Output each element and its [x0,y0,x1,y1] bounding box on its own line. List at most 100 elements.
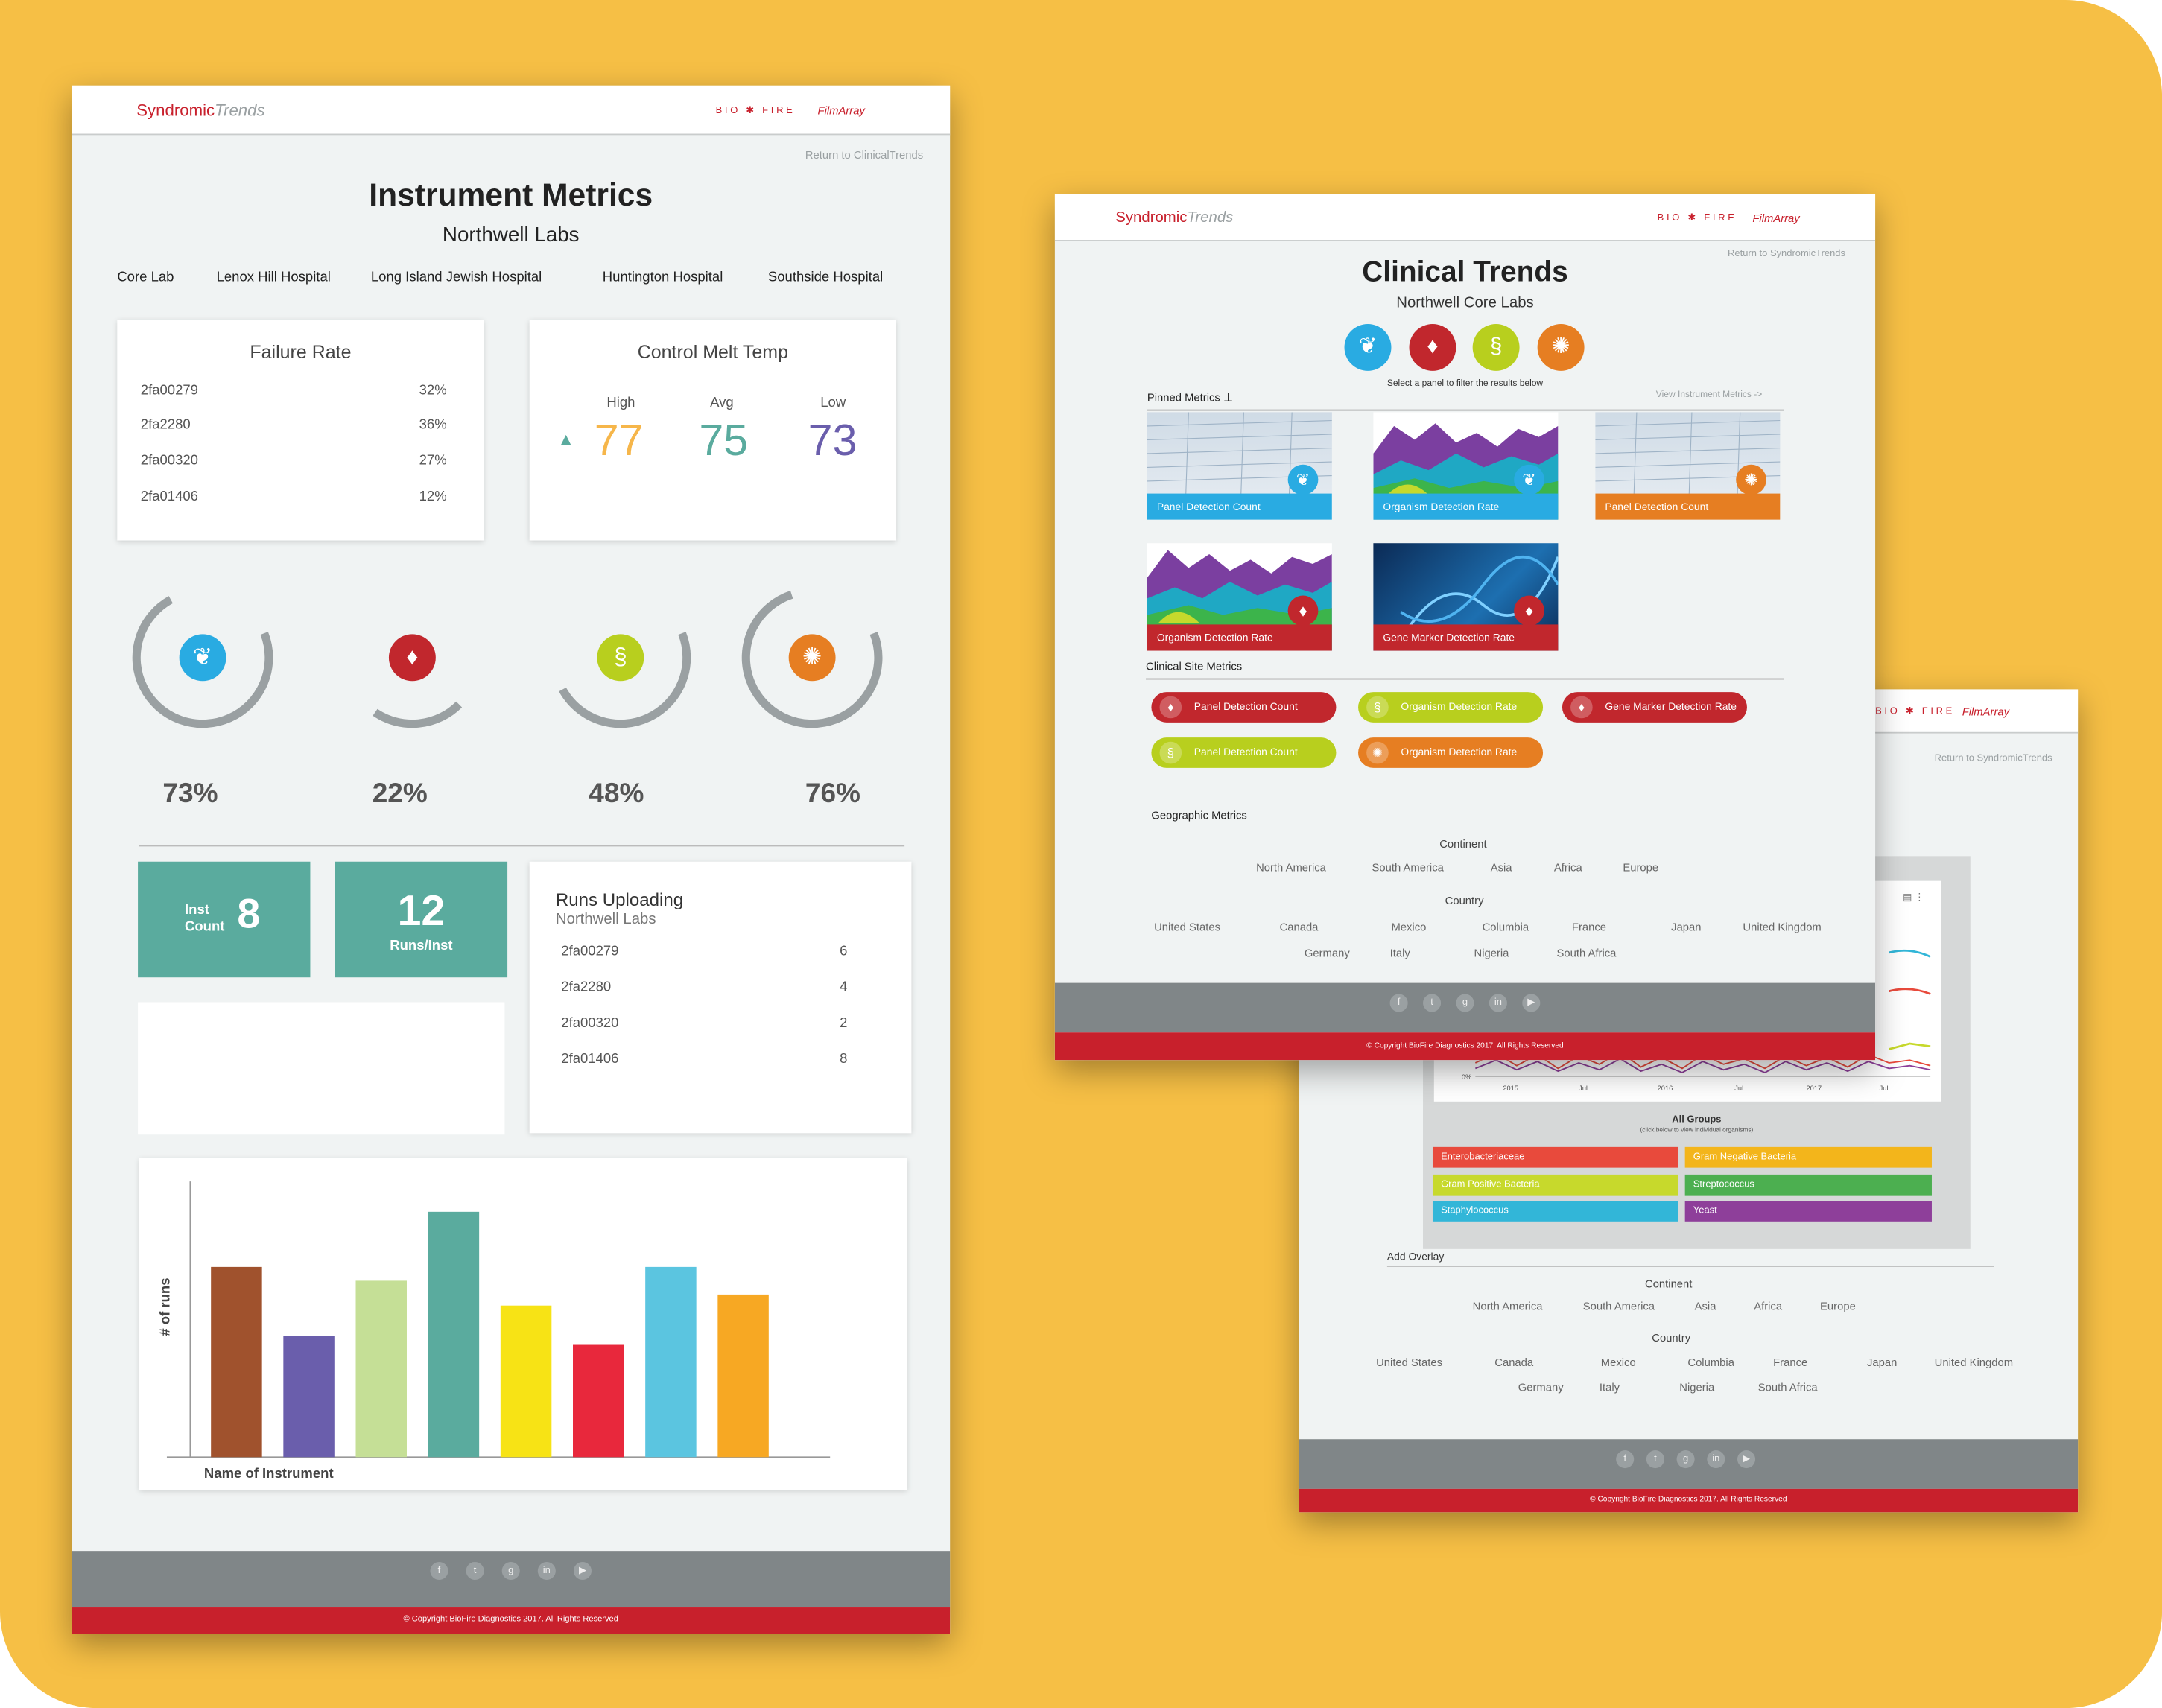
country-united-kingdom[interactable]: United Kingdom [1743,921,1822,933]
site-pill-organism-detection[interactable]: ✺ Organism Detection Rate [1358,737,1544,768]
country-mexico[interactable]: Mexico [1600,1356,1636,1369]
country-mexico[interactable]: Mexico [1391,921,1427,933]
return-link[interactable]: Return to ClinicalTrends [805,148,924,162]
twitter-icon[interactable]: t [1423,994,1442,1012]
facebook-icon[interactable]: f [1389,994,1408,1012]
continent-north-america[interactable]: North America [1472,1300,1543,1312]
facebook-icon[interactable]: f [430,1561,448,1581]
country-united-states[interactable]: United States [1376,1356,1442,1369]
group-enterobacteriaceae[interactable]: Enterobacteriaceae [1432,1146,1678,1168]
page-subtitle: Northwell Core Labs [1396,295,1534,312]
brain-icon[interactable]: ✺ [1537,323,1585,371]
tile-label: Organism Detection Rate [1373,493,1559,520]
axis-label-2016: 2016 [1658,1085,1673,1092]
country-label: Country [1652,1331,1691,1345]
bar[interactable] [573,1344,624,1458]
pinned-tile[interactable]: ✺ Panel Detection Count [1595,412,1781,520]
stomach-icon[interactable]: § [1472,323,1520,371]
country-italy[interactable]: Italy [1599,1381,1620,1394]
country-japan[interactable]: Japan [1671,921,1702,933]
pinned-tile[interactable]: ❦ Organism Detection Rate [1373,412,1559,520]
country-canada[interactable]: Canada [1494,1356,1534,1369]
country-united-states[interactable]: United States [1154,921,1221,933]
continent-south-america[interactable]: South America [1372,861,1444,874]
clinical-trends-window: SyndromicTrends BIO ✱ FIRE FilmArray Ret… [1054,194,1876,1061]
blood-drop-icon[interactable]: ♦ [1409,323,1456,371]
continent-asia[interactable]: Asia [1694,1300,1716,1312]
continent-europe[interactable]: Europe [1623,861,1659,874]
country-nigeria[interactable]: Nigeria [1474,947,1509,960]
tab-long-island-jewish[interactable]: Long Island Jewish Hospital [370,270,542,286]
country-italy[interactable]: Italy [1389,947,1410,960]
linkedin-icon[interactable]: in [537,1561,556,1581]
copyright: © Copyright BioFire Diagnostics 2017. Al… [72,1607,951,1634]
country-nigeria[interactable]: Nigeria [1679,1381,1715,1394]
country-columbia[interactable]: Columbia [1482,921,1529,933]
continent-europe[interactable]: Europe [1820,1300,1856,1312]
country-germany[interactable]: Germany [1304,947,1350,960]
facebook-icon[interactable]: f [1616,1450,1635,1469]
groups-hint: (click below to view individual organism… [1640,1126,1754,1134]
stomach-icon: § [597,634,644,682]
tile-label: Organism Detection Rate [1147,624,1332,651]
return-link[interactable]: Return to SyndromicTrends [1934,754,2052,764]
continent-africa[interactable]: Africa [1553,861,1582,874]
twitter-icon[interactable]: t [466,1561,484,1581]
site-pill-gene-marker[interactable]: ♦ Gene Marker Detection Rate [1562,692,1747,723]
groups-title: All Groups [1672,1115,1722,1126]
site-pill-panel-detection[interactable]: § Panel Detection Count [1151,737,1337,768]
site-pill-organism-detection[interactable]: § Organism Detection Rate [1358,692,1544,723]
tab-southside[interactable]: Southside Hospital [767,270,884,286]
country-south-africa[interactable]: South Africa [1556,947,1617,960]
tab-huntington[interactable]: Huntington Hospital [602,270,723,286]
bar[interactable] [428,1211,480,1458]
country-columbia[interactable]: Columbia [1687,1356,1734,1369]
youtube-icon[interactable]: ▶ [573,1561,592,1581]
google-plus-icon[interactable]: g [501,1561,520,1581]
tab-lenox-hill[interactable]: Lenox Hill Hospital [216,270,331,286]
group-staphylococcus[interactable]: Staphylococcus [1432,1201,1678,1222]
bar[interactable] [717,1294,769,1458]
country-canada[interactable]: Canada [1279,921,1319,933]
bar[interactable] [283,1336,335,1458]
group-gram-negative[interactable]: Gram Negative Bacteria [1684,1146,1932,1168]
bar[interactable] [645,1266,697,1458]
pinned-tile[interactable]: ♦ Gene Marker Detection Rate [1373,543,1559,651]
linkedin-icon[interactable]: in [1707,1450,1725,1469]
pinned-tile[interactable]: ❦ Panel Detection Count [1147,412,1332,520]
group-yeast[interactable]: Yeast [1684,1201,1932,1222]
lungs-icon[interactable]: ❦ [1344,323,1392,371]
country-france[interactable]: France [1571,921,1607,933]
youtube-icon[interactable]: ▶ [1737,1450,1756,1469]
continent-asia[interactable]: Asia [1490,861,1512,874]
bar[interactable] [355,1280,407,1458]
country-united-kingdom[interactable]: United Kingdom [1934,1356,2014,1369]
country-japan[interactable]: Japan [1866,1356,1898,1369]
bar-chart-card: # of runs Name of Instrument [139,1158,907,1490]
group-streptococcus[interactable]: Streptococcus [1684,1174,1932,1196]
linkedin-icon[interactable]: in [1489,994,1507,1012]
continent-south-america[interactable]: South America [1582,1300,1655,1312]
lungs-icon: ❦ [1514,464,1544,495]
country-germany[interactable]: Germany [1518,1381,1564,1394]
trend-up-icon: ▲ [557,428,575,450]
continent-north-america[interactable]: North America [1256,861,1326,874]
view-instrument-link[interactable]: View Instrument Metrics -> [1655,390,1763,400]
bar[interactable] [211,1266,262,1458]
country-france[interactable]: France [1773,1356,1808,1369]
youtube-icon[interactable]: ▶ [1522,994,1541,1012]
instrument-metrics-window: SyndromicTrends BIO ✱ FIRE FilmArray Ret… [72,85,951,1634]
pinned-tile[interactable]: ♦ Organism Detection Rate [1147,543,1332,651]
continent-africa[interactable]: Africa [1754,1300,1783,1312]
country-south-africa[interactable]: South Africa [1757,1381,1818,1394]
bar[interactable] [500,1305,552,1458]
return-link[interactable]: Return to SyndromicTrends [1728,249,1846,259]
tab-core-lab[interactable]: Core Lab [117,270,174,286]
blood-drop-icon: ♦ [1570,696,1593,719]
twitter-icon[interactable]: t [1646,1450,1664,1469]
site-pill-panel-detection[interactable]: ♦ Panel Detection Count [1151,692,1337,723]
group-gram-positive[interactable]: Gram Positive Bacteria [1432,1174,1678,1196]
google-plus-icon[interactable]: g [1456,994,1474,1012]
google-plus-icon[interactable]: g [1676,1450,1695,1469]
series-line-red [1889,988,1931,995]
